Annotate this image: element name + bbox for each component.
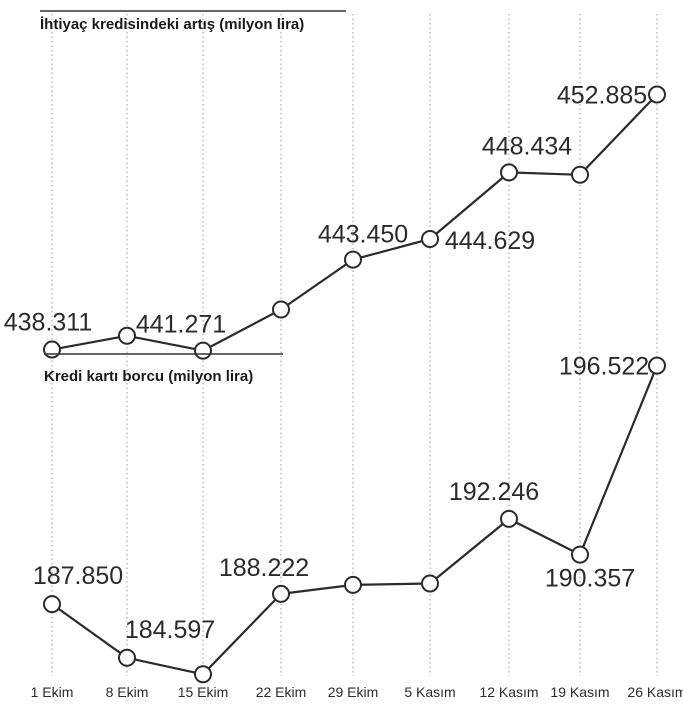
chart-title: Kredi kartı borcu (milyon lira)	[44, 368, 253, 385]
data-point	[272, 300, 290, 319]
x-tick-label: 8 Ekim	[106, 684, 149, 700]
data-label: 444.629	[445, 227, 535, 255]
data-point	[571, 545, 589, 564]
data-label: 188.222	[219, 554, 309, 582]
data-point	[571, 165, 589, 184]
data-point	[500, 163, 518, 182]
data-point	[500, 509, 518, 528]
data-label: 184.597	[125, 616, 215, 644]
data-point	[194, 341, 212, 360]
data-point	[43, 340, 61, 359]
x-tick-label: 26 Kasım	[627, 684, 683, 700]
data-point	[344, 575, 362, 594]
x-tick-label: 1 Ekim	[31, 684, 74, 700]
data-label: 441.271	[136, 311, 226, 339]
x-tick-label: 15 Ekim	[178, 684, 229, 700]
data-point	[272, 584, 290, 603]
x-tick-label: 29 Ekim	[328, 684, 379, 700]
data-label: 192.246	[449, 478, 539, 506]
x-tick-label: 5 Kasım	[404, 684, 455, 700]
data-label: 443.450	[318, 221, 408, 249]
data-point	[421, 229, 439, 248]
data-point	[43, 595, 61, 614]
data-point	[648, 85, 666, 104]
data-point	[344, 250, 362, 269]
data-point	[118, 326, 136, 345]
data-label: 190.357	[545, 565, 635, 593]
data-point	[118, 648, 136, 667]
x-tick-label: 22 Ekim	[256, 684, 307, 700]
x-tick-label: 19 Kasım	[550, 684, 609, 700]
data-label: 187.850	[33, 562, 123, 590]
data-point	[194, 665, 212, 684]
chart-title: İhtiyaç kredisindeki artış (milyon lira)	[40, 16, 304, 33]
data-point	[648, 356, 666, 375]
data-label: 196.522	[559, 353, 649, 381]
x-tick-label: 12 Kasım	[479, 684, 538, 700]
data-label: 438.311	[4, 309, 93, 337]
data-label: 448.434	[482, 132, 572, 160]
data-label: 452.885	[557, 82, 647, 110]
data-point	[421, 574, 439, 593]
